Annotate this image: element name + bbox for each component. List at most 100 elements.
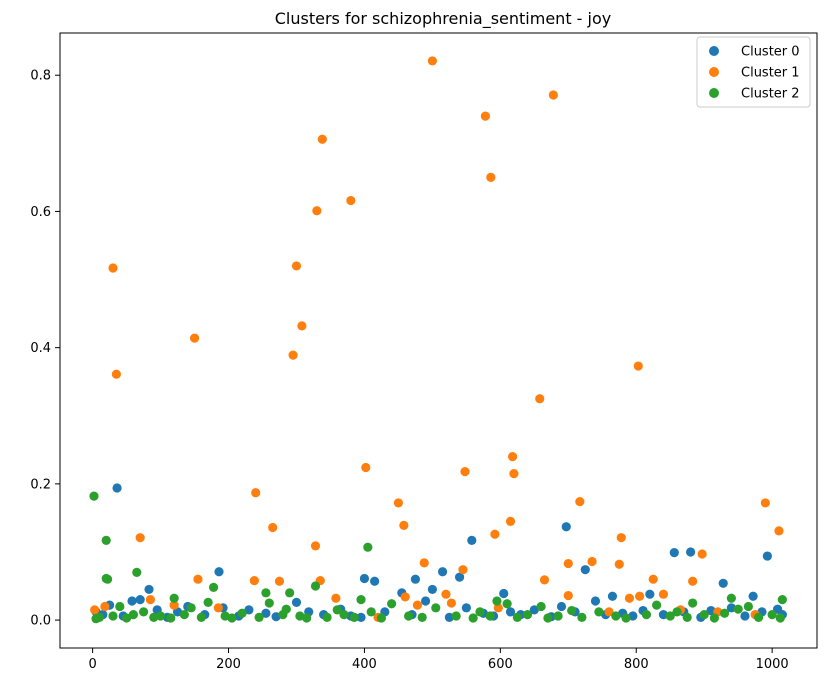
- cluster-0-point: [669, 548, 679, 558]
- cluster-1-point: [268, 522, 278, 533]
- cluster-2-point: [621, 613, 631, 623]
- cluster-2-point: [376, 613, 387, 623]
- cluster-2-point: [719, 608, 730, 618]
- cluster-2-point: [502, 599, 512, 609]
- cluster-0-point: [529, 605, 539, 615]
- legend-label: Cluster 1: [741, 66, 800, 81]
- plot-frame: [59, 32, 818, 649]
- cluster-2-point: [339, 610, 349, 620]
- cluster-1-point: [111, 369, 121, 379]
- cluster-1-point: [441, 589, 451, 599]
- cluster-0-point: [437, 567, 448, 577]
- cluster-1-point: [563, 590, 573, 601]
- y-tick-label: 0.4: [30, 341, 51, 356]
- cluster-2-point: [567, 605, 577, 616]
- cluster-1-point: [624, 593, 635, 603]
- cluster-0-point: [356, 612, 366, 622]
- cluster-1-point: [135, 533, 145, 543]
- cluster-1-point: [697, 549, 707, 559]
- cluster-2-point: [777, 595, 787, 605]
- y-tick-label: 0.6: [30, 205, 51, 220]
- cluster-1-point: [604, 607, 614, 617]
- cluster-0-point: [427, 584, 437, 595]
- cluster-2-point: [611, 611, 621, 621]
- cluster-2-point: [726, 593, 736, 603]
- cluster-2-point: [179, 610, 189, 620]
- x-tick-label: 800: [624, 657, 649, 672]
- cluster-2-point: [138, 607, 149, 617]
- y-tick-label: 0.2: [30, 477, 51, 492]
- cluster-2-point: [688, 598, 698, 608]
- cluster-2-point: [431, 603, 441, 613]
- cluster-2-point: [577, 612, 587, 622]
- cluster-1-point: [688, 576, 698, 586]
- cluster-2-point: [186, 603, 196, 613]
- points-layer: [89, 56, 787, 624]
- cluster-1-point: [169, 600, 179, 610]
- x-tick-label: 400: [352, 657, 377, 672]
- chart-title: Clusters for schizophrenia_sentiment - j…: [275, 9, 612, 29]
- cluster-2-point: [302, 613, 312, 623]
- cluster-1-point: [539, 575, 550, 585]
- cluster-2-point: [775, 613, 785, 623]
- cluster-1-point: [505, 516, 516, 526]
- cluster-2-point: [543, 613, 553, 623]
- cluster-0-point: [718, 578, 728, 588]
- cluster-2-point: [264, 598, 274, 608]
- cluster-0-point: [261, 608, 271, 618]
- cluster-0-point: [370, 576, 380, 586]
- cluster-1-point: [575, 496, 585, 507]
- cluster-1-point: [393, 498, 404, 508]
- cluster-2-point: [753, 612, 764, 622]
- plot-area: [59, 32, 818, 649]
- cluster-1-point: [458, 565, 468, 575]
- cluster-2-point: [208, 582, 219, 592]
- cluster-0-point: [144, 584, 154, 595]
- cluster-2-point: [492, 596, 502, 606]
- cluster-1-point: [587, 556, 597, 567]
- cluster-0-point: [499, 588, 509, 599]
- cluster-2-point: [404, 611, 414, 621]
- cluster-0-point: [645, 589, 655, 599]
- y-tick-label: 0.0: [30, 614, 51, 629]
- cluster-1-point: [251, 488, 261, 498]
- cluster-1-point: [297, 321, 307, 331]
- cluster-0-point: [112, 483, 122, 493]
- cluster-1-point: [412, 600, 423, 610]
- cluster-2-point: [594, 607, 604, 617]
- cluster-1-point: [400, 592, 410, 602]
- cluster-1-point: [361, 462, 371, 473]
- cluster-0-point: [461, 603, 471, 613]
- cluster-2-point: [155, 611, 166, 621]
- cluster-2-point: [166, 613, 176, 623]
- cluster-1-point: [535, 394, 545, 404]
- cluster-2-point: [332, 605, 342, 615]
- cluster-0-point: [505, 607, 516, 617]
- cluster-1-point: [648, 574, 658, 584]
- cluster-1-point: [193, 574, 203, 584]
- y-axis: 0.0 0.2 0.4 0.6 0.8: [30, 69, 60, 629]
- cluster-1-point: [635, 591, 645, 601]
- cluster-2-point: [485, 611, 495, 621]
- cluster-2-point: [349, 612, 359, 622]
- cluster-2-point: [665, 611, 675, 621]
- cluster-2-point: [169, 593, 179, 603]
- cluster-2-point: [363, 542, 373, 552]
- cluster-1-point: [633, 361, 643, 371]
- cluster-1-point: [486, 172, 496, 182]
- cluster-1-point: [490, 529, 500, 539]
- cluster-1-point: [249, 575, 259, 586]
- cluster-2-point: [356, 595, 366, 605]
- cluster-1-point: [399, 520, 409, 531]
- cluster-2-point: [699, 610, 709, 620]
- legend-box: [696, 36, 811, 108]
- cluster-1-point: [427, 56, 437, 66]
- cluster-2-point: [237, 608, 247, 618]
- cluster-1-point: [145, 595, 155, 605]
- legend-label: Cluster 0: [741, 45, 800, 60]
- cluster-2-point: [101, 535, 111, 545]
- cluster-2-point: [767, 610, 777, 620]
- cluster-1-point: [213, 603, 223, 613]
- x-tick-label: 0: [88, 657, 96, 672]
